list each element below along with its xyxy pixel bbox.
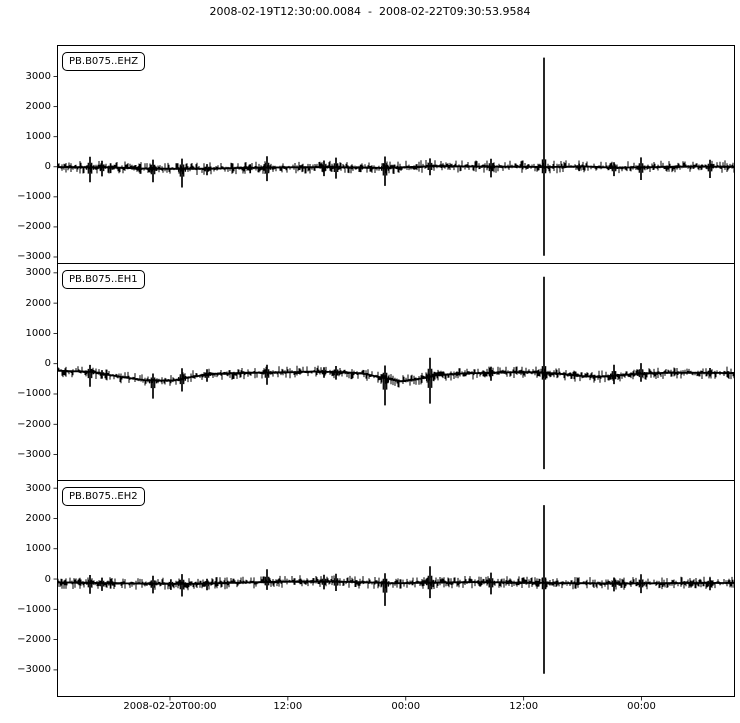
y-tick-label: −2000 bbox=[17, 418, 51, 430]
trace-label-eh1: PB.B075..EH1 bbox=[62, 270, 145, 289]
x-tick-label: 12:00 bbox=[509, 701, 539, 712]
y-tick-label: 0 bbox=[44, 358, 51, 370]
y-tick-label: 0 bbox=[44, 573, 51, 585]
trace-label-ehz: PB.B075..EHZ bbox=[62, 52, 146, 71]
y-tick-label: 2000 bbox=[25, 101, 51, 113]
x-tick-label: 12:00 bbox=[273, 701, 303, 712]
time-range-title: 2008-02-19T12:30:00.0084 - 2008-02-22T09… bbox=[209, 5, 531, 18]
axes-frame bbox=[57, 45, 735, 697]
trace-pb-b075-eh1 bbox=[57, 276, 735, 470]
x-tick-label: 00:00 bbox=[391, 701, 421, 712]
y-tick-label: 1000 bbox=[25, 131, 51, 143]
y-tick-label: −2000 bbox=[17, 221, 51, 233]
y-tick-label: −1000 bbox=[17, 191, 51, 203]
y-tick-label: 0 bbox=[44, 161, 51, 173]
y-tick-label: −3000 bbox=[17, 664, 51, 676]
y-tick-label: 1000 bbox=[25, 327, 51, 339]
trace-pb-b075-eh2 bbox=[57, 505, 735, 674]
trace-pb-b075-ehz bbox=[57, 57, 735, 256]
y-tick-label: 3000 bbox=[25, 71, 51, 83]
x-tick-label: 00:00 bbox=[627, 701, 656, 712]
y-tick-label: 1000 bbox=[25, 543, 51, 555]
y-tick-label: 3000 bbox=[25, 482, 51, 494]
trace-label-eh2: PB.B075..EH2 bbox=[62, 487, 145, 506]
y-tick-label: −3000 bbox=[17, 449, 51, 461]
y-tick-label: −1000 bbox=[17, 603, 51, 615]
y-tick-label: −3000 bbox=[17, 251, 51, 263]
y-tick-label: 2000 bbox=[25, 512, 51, 524]
y-tick-label: −1000 bbox=[17, 388, 51, 400]
y-tick-label: −2000 bbox=[17, 634, 51, 646]
y-tick-label: 3000 bbox=[25, 267, 51, 279]
x-tick-label: 2008-02-20T00:00 bbox=[123, 701, 217, 712]
y-tick-label: 2000 bbox=[25, 297, 51, 309]
